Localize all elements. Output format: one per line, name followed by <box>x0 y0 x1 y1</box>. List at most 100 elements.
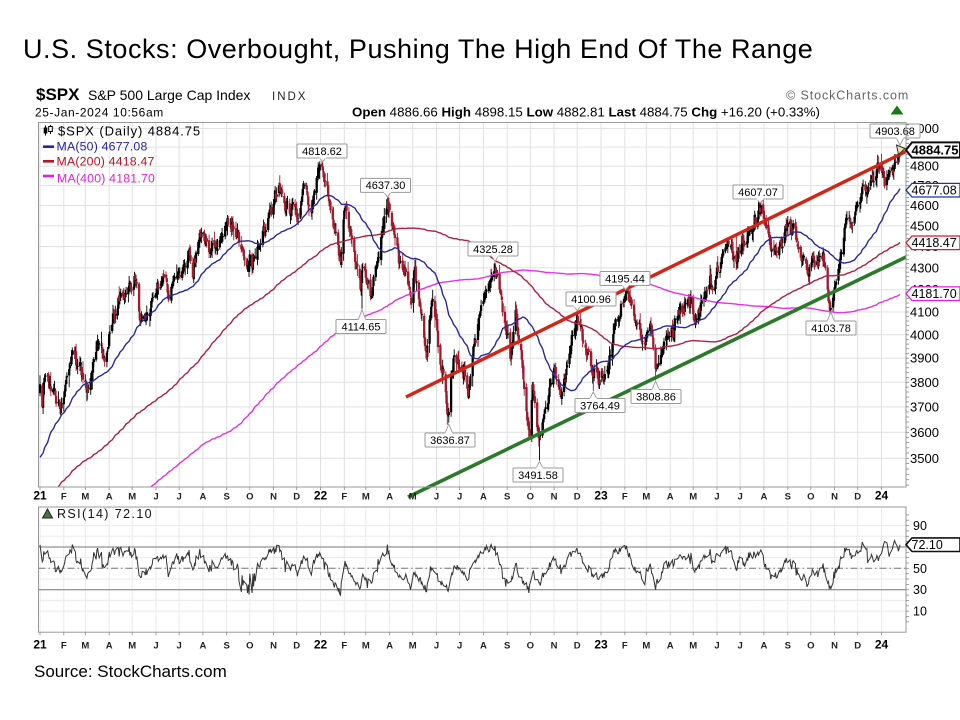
svg-text:INDX: INDX <box>272 91 307 103</box>
svg-text:M: M <box>81 641 89 652</box>
svg-text:4637.30: 4637.30 <box>366 180 406 192</box>
svg-text:J: J <box>737 492 742 503</box>
svg-text:21: 21 <box>33 489 47 503</box>
svg-text:J: J <box>737 641 742 652</box>
svg-text:F: F <box>61 492 67 503</box>
svg-text:F: F <box>622 641 628 652</box>
svg-text:4818.62: 4818.62 <box>302 146 342 158</box>
svg-text:M: M <box>128 492 136 503</box>
svg-text:3700: 3700 <box>910 399 939 414</box>
svg-text:3636.87: 3636.87 <box>430 435 470 447</box>
svg-text:O: O <box>246 641 253 652</box>
svg-text:4418.47: 4418.47 <box>912 236 957 250</box>
svg-text:24: 24 <box>875 489 889 503</box>
svg-text:3808.86: 3808.86 <box>636 391 676 403</box>
svg-text:3491.58: 3491.58 <box>518 470 558 482</box>
svg-text:O: O <box>807 641 814 652</box>
svg-text:M: M <box>362 492 370 503</box>
svg-text:O: O <box>527 492 534 503</box>
svg-text:D: D <box>293 492 300 503</box>
svg-text:4000: 4000 <box>910 327 939 342</box>
svg-text:D: D <box>293 641 300 652</box>
svg-text:72.10: 72.10 <box>912 538 943 552</box>
svg-text:A: A <box>480 641 487 652</box>
svg-text:N: N <box>270 492 277 503</box>
svg-text:J: J <box>714 492 719 503</box>
svg-text:24: 24 <box>875 638 889 652</box>
svg-text:A: A <box>667 492 674 503</box>
svg-text:4100.96: 4100.96 <box>571 294 611 306</box>
svg-text:4300: 4300 <box>910 260 939 275</box>
svg-text:4677.08: 4677.08 <box>912 184 957 198</box>
svg-text:4195.44: 4195.44 <box>605 273 645 285</box>
svg-text:4103.78: 4103.78 <box>811 323 851 335</box>
svg-text:M: M <box>81 492 89 503</box>
svg-text:O: O <box>527 641 534 652</box>
svg-text:J: J <box>434 492 439 503</box>
svg-text:N: N <box>551 492 558 503</box>
svg-text:S: S <box>785 641 791 652</box>
svg-text:Open 4886.66 High 4898.15 Low: Open 4886.66 High 4898.15 Low 4882.81 La… <box>352 105 820 120</box>
svg-text:4600: 4600 <box>910 198 939 213</box>
svg-text:O: O <box>807 492 814 503</box>
svg-text:3764.49: 3764.49 <box>580 400 620 412</box>
svg-text:A: A <box>106 641 113 652</box>
svg-text:23: 23 <box>594 638 608 652</box>
svg-text:J: J <box>153 492 158 503</box>
svg-text:F: F <box>341 492 347 503</box>
svg-text:22: 22 <box>314 489 328 503</box>
svg-text:N: N <box>270 641 277 652</box>
svg-text:J: J <box>176 641 181 652</box>
svg-text:A: A <box>386 492 393 503</box>
svg-text:4500: 4500 <box>910 218 939 233</box>
svg-text:S&P 500 Large Cap Index: S&P 500 Large Cap Index <box>88 87 250 103</box>
svg-text:F: F <box>622 492 628 503</box>
svg-text:4884.75: 4884.75 <box>912 142 959 157</box>
svg-text:S: S <box>224 641 230 652</box>
svg-text:3500: 3500 <box>910 451 939 466</box>
svg-text:© StockCharts.com: © StockCharts.com <box>786 89 909 103</box>
svg-text:M: M <box>642 641 650 652</box>
svg-text:4800: 4800 <box>910 159 939 174</box>
svg-text:3800: 3800 <box>910 375 939 390</box>
svg-text:30: 30 <box>913 583 927 597</box>
svg-text:N: N <box>831 641 838 652</box>
svg-text:50: 50 <box>913 562 927 576</box>
svg-text:M: M <box>362 641 370 652</box>
svg-text:F: F <box>341 641 347 652</box>
svg-text:A: A <box>106 492 113 503</box>
svg-text:D: D <box>854 492 861 503</box>
svg-text:F: F <box>61 641 67 652</box>
svg-text:M: M <box>689 641 697 652</box>
svg-text:4114.65: 4114.65 <box>342 321 381 333</box>
svg-text:D: D <box>574 641 581 652</box>
svg-text:$SPX (Daily) 4884.75: $SPX (Daily) 4884.75 <box>58 124 201 139</box>
svg-text:10: 10 <box>913 605 927 619</box>
svg-text:23: 23 <box>594 489 608 503</box>
svg-text:22: 22 <box>314 638 328 652</box>
svg-text:MA(200) 4418.47: MA(200) 4418.47 <box>57 154 155 168</box>
svg-text:A: A <box>386 641 393 652</box>
svg-text:J: J <box>153 641 158 652</box>
svg-text:N: N <box>551 641 558 652</box>
svg-text:S: S <box>785 492 791 503</box>
svg-text:25-Jan-2024 10:56am: 25-Jan-2024 10:56am <box>35 106 164 120</box>
svg-text:4181.70: 4181.70 <box>912 287 957 301</box>
svg-text:4100: 4100 <box>910 305 939 320</box>
svg-text:J: J <box>457 492 462 503</box>
svg-text:M: M <box>128 641 136 652</box>
svg-text:A: A <box>760 492 767 503</box>
svg-text:M: M <box>409 641 417 652</box>
svg-text:S: S <box>504 492 510 503</box>
svg-text:M: M <box>689 492 697 503</box>
svg-text:RSI(14) 72.10: RSI(14) 72.10 <box>57 507 153 521</box>
svg-text:A: A <box>760 641 767 652</box>
svg-text:M: M <box>642 492 650 503</box>
svg-text:$SPX: $SPX <box>36 85 80 104</box>
svg-text:A: A <box>480 492 487 503</box>
svg-text:D: D <box>854 641 861 652</box>
svg-text:D: D <box>574 492 581 503</box>
svg-text:O: O <box>246 492 253 503</box>
svg-text:3900: 3900 <box>910 351 939 366</box>
svg-text:A: A <box>199 492 206 503</box>
